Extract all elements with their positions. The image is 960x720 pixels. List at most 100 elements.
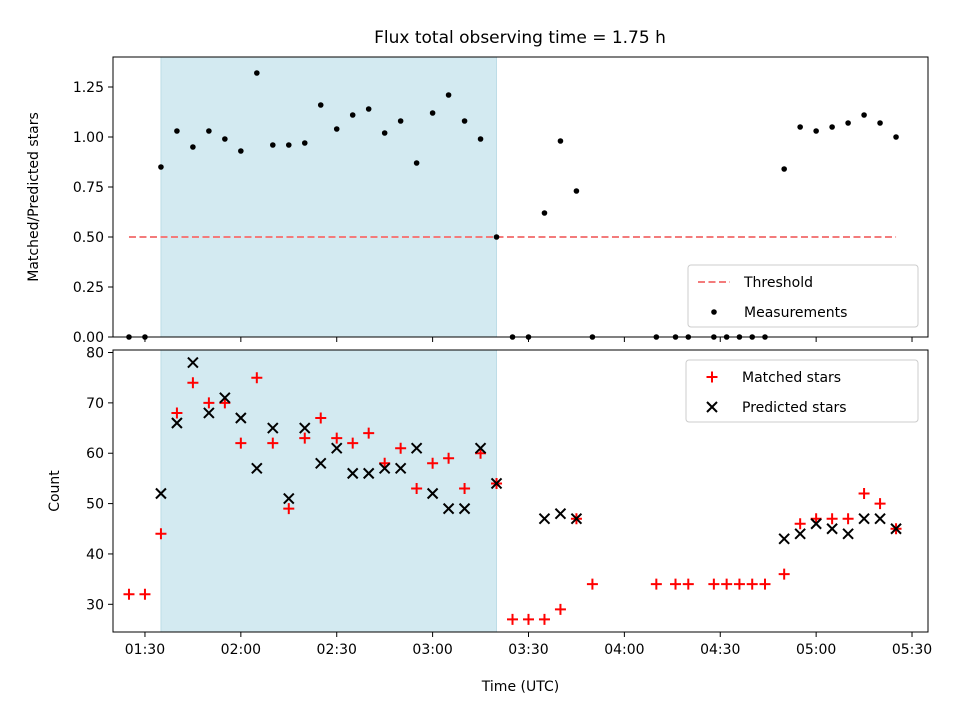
legend: Matched stars Predicted stars: [685, 359, 919, 423]
predicted-star-point: [858, 512, 870, 525]
measurement-point: [861, 112, 867, 118]
legend-matched-swatch: [706, 371, 718, 383]
measurement-point: [365, 106, 372, 112]
matched-star-point: [155, 528, 167, 540]
matched-star-point: [507, 613, 519, 625]
y-tick-label: 50: [86, 497, 104, 513]
y-tick-label: 30: [86, 597, 104, 613]
predicted-star-point: [490, 477, 503, 490]
legend-label: Matched stars: [742, 370, 841, 386]
matched-star-point: [299, 432, 311, 444]
measurement-point: [222, 136, 228, 142]
x-tick-label: 05:00: [796, 642, 836, 658]
predicted-star-point: [890, 523, 902, 535]
matched-star-point: [858, 488, 870, 500]
predicted-star-point: [155, 487, 167, 500]
measurement-point: [813, 128, 819, 134]
matched-star-point: [187, 377, 199, 389]
x-axis-label: Time (UTC): [481, 679, 559, 695]
predicted-star-point: [203, 407, 215, 419]
matched-star-point: [283, 503, 295, 515]
y-tick-label: 0.50: [73, 230, 104, 246]
legend-measurement-swatch: [711, 309, 717, 315]
predicted-star-point: [874, 512, 886, 525]
matched-star-point: [874, 498, 886, 510]
measurement-point: [573, 188, 580, 194]
y-tick-label: 40: [86, 547, 104, 563]
y-tick-label: 60: [86, 446, 104, 462]
matched-star-point: [842, 513, 854, 525]
measurement-point: [541, 210, 548, 216]
bottom-panel-counts: 01:30 02:00 02:30 03:00 03:30 04:00 04:30 05:00…: [47, 346, 932, 695]
matched-star-point: [708, 578, 720, 590]
predicted-star-point: [826, 523, 838, 535]
measurement-point: [445, 92, 452, 98]
predicted-star-point: [171, 417, 183, 429]
matched-star-point: [778, 568, 790, 580]
legend-label: Threshold: [743, 275, 813, 291]
matched-star-point: [443, 452, 455, 464]
matched-star-point: [123, 588, 135, 600]
x-tick-label: 04:00: [604, 642, 644, 658]
measurement-point: [845, 120, 851, 126]
measurement-point: [349, 112, 356, 118]
matched-star-point: [251, 372, 263, 384]
observing-window-shade: [160, 349, 497, 633]
y-tick-label: 0.00: [73, 330, 104, 346]
x-tick-label: 01:30: [125, 642, 165, 658]
measurement-point: [285, 142, 292, 148]
measurement-point: [206, 128, 212, 134]
measurement-point: [270, 142, 276, 148]
predicted-star-point: [235, 412, 247, 424]
predicted-star-point: [267, 422, 279, 434]
measurement-point: [781, 166, 787, 172]
y-axis-label: Count: [47, 470, 63, 512]
legend-predicted-swatch: [706, 401, 718, 413]
y-tick-label: 80: [86, 346, 104, 362]
matched-star-point: [538, 613, 550, 625]
predicted-star-point: [442, 502, 455, 515]
predicted-star-point: [458, 502, 471, 515]
predicted-star-point: [346, 467, 359, 480]
matched-star-point: [347, 437, 359, 449]
y-tick-label: 1.25: [73, 80, 104, 96]
y-tick-label: 0.25: [73, 280, 104, 296]
measurement-point: [301, 140, 308, 146]
predicted-star-point: [251, 462, 263, 475]
y-axis-label: Matched/Predicted stars: [26, 112, 42, 282]
matched-star-point: [670, 578, 682, 590]
matched-star-point: [522, 613, 534, 625]
predicted-star-point: [394, 462, 407, 475]
predicted-star-point: [315, 457, 327, 470]
matched-star-point: [315, 412, 327, 424]
predicted-star-point: [426, 487, 439, 500]
predicted-star-point: [842, 528, 854, 540]
measurement-point: [797, 124, 803, 130]
y-tick-label: 70: [86, 396, 104, 412]
measurement-point: [381, 130, 388, 136]
plot-frame: [112, 349, 929, 633]
predicted-star-point: [219, 392, 231, 404]
measurement-point: [190, 144, 196, 150]
matched-star-point: [235, 437, 247, 449]
predicted-star-point: [554, 507, 567, 520]
x-tick-label: 03:30: [508, 642, 548, 658]
legend-label: Measurements: [744, 305, 847, 321]
predicted-star-point: [362, 467, 375, 480]
predicted-star-point: [778, 533, 790, 545]
predicted-star-point: [283, 492, 295, 505]
x-tick-label: 03:00: [412, 642, 452, 658]
legend-box: [687, 264, 919, 328]
measurement-point: [877, 120, 883, 126]
x-tick-label: 04:30: [700, 642, 740, 658]
measurement-point: [557, 138, 564, 144]
matched-star-point: [267, 437, 279, 449]
matched-star-point: [826, 513, 838, 525]
predicted-star-point: [538, 512, 551, 525]
predicted-star-point: [410, 442, 423, 454]
x-tick-label: 05:30: [892, 642, 932, 658]
chart-title: Flux total observing time = 1.75 h: [374, 28, 666, 48]
x-tick-label: 02:30: [317, 642, 357, 658]
measurement-point: [461, 118, 468, 124]
measurement-point: [397, 118, 404, 124]
